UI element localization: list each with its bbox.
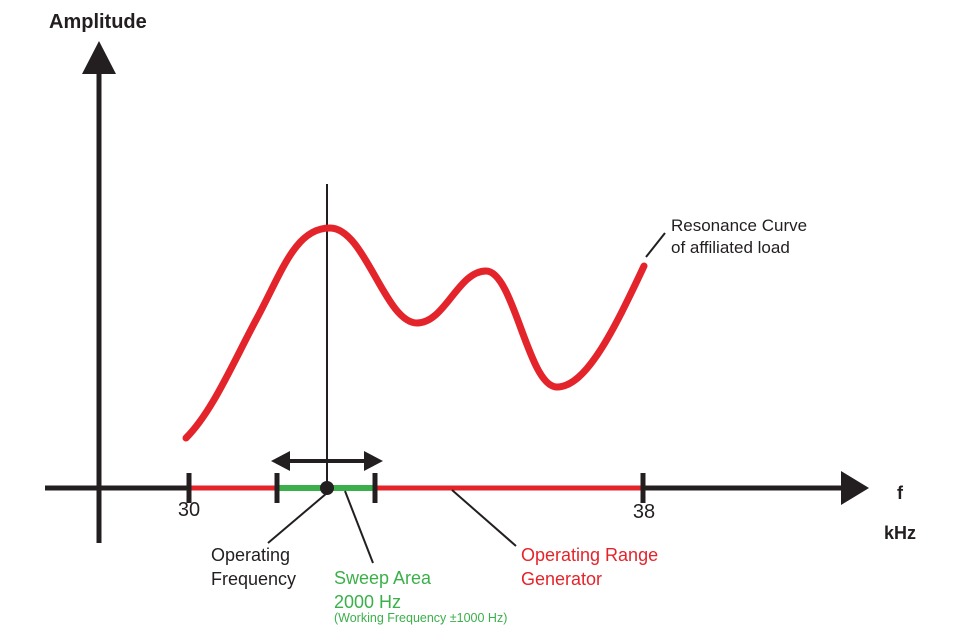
y-axis-label: Amplitude bbox=[49, 11, 147, 33]
resonance-curve-label: Resonance Curve of affiliated load bbox=[671, 216, 808, 257]
leader-resonance-curve bbox=[645, 232, 666, 258]
operating-range-generator-label: Operating Range Generator bbox=[521, 545, 659, 589]
y-axis-arrowhead-icon bbox=[82, 41, 116, 74]
leader-sweep-area bbox=[344, 490, 374, 564]
operating-frequency-label: Operating Frequency bbox=[211, 545, 297, 589]
tick-label-38: 38 bbox=[632, 501, 656, 523]
x-axis-quantity-symbol: f bbox=[896, 483, 903, 503]
x-axis-label: f kHz bbox=[884, 463, 916, 563]
sweep-arrow-right-icon bbox=[364, 451, 383, 471]
sweep-area-note: (Working Frequency ±1000 Hz) bbox=[334, 611, 508, 625]
leader-operating-range bbox=[451, 489, 517, 547]
x-axis-unit: kHz bbox=[883, 523, 917, 543]
sweep-arrow-left-icon bbox=[271, 451, 290, 471]
leader-operating-frequency bbox=[267, 492, 328, 544]
sweep-area-label: Sweep Area 2000 Hz bbox=[334, 568, 432, 612]
resonance-curve-line bbox=[182, 224, 648, 442]
tick-label-30: 30 bbox=[177, 499, 201, 521]
x-axis-arrowhead-icon bbox=[841, 471, 869, 505]
operating-frequency-dot bbox=[320, 481, 334, 495]
